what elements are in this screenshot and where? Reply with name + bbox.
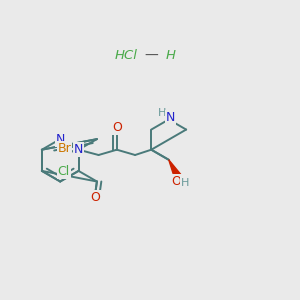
Text: H: H bbox=[158, 108, 166, 118]
Text: N: N bbox=[166, 111, 175, 124]
Text: —: — bbox=[145, 49, 158, 63]
Text: N: N bbox=[74, 143, 83, 156]
Text: Br: Br bbox=[58, 142, 71, 155]
Text: H: H bbox=[181, 178, 189, 188]
Polygon shape bbox=[169, 160, 181, 178]
Text: Cl: Cl bbox=[58, 165, 70, 178]
Text: HCl: HCl bbox=[115, 49, 138, 62]
Text: O: O bbox=[91, 191, 100, 204]
Text: O: O bbox=[112, 121, 122, 134]
Text: N: N bbox=[56, 133, 65, 146]
Text: O: O bbox=[172, 175, 182, 188]
Text: H: H bbox=[166, 49, 176, 62]
